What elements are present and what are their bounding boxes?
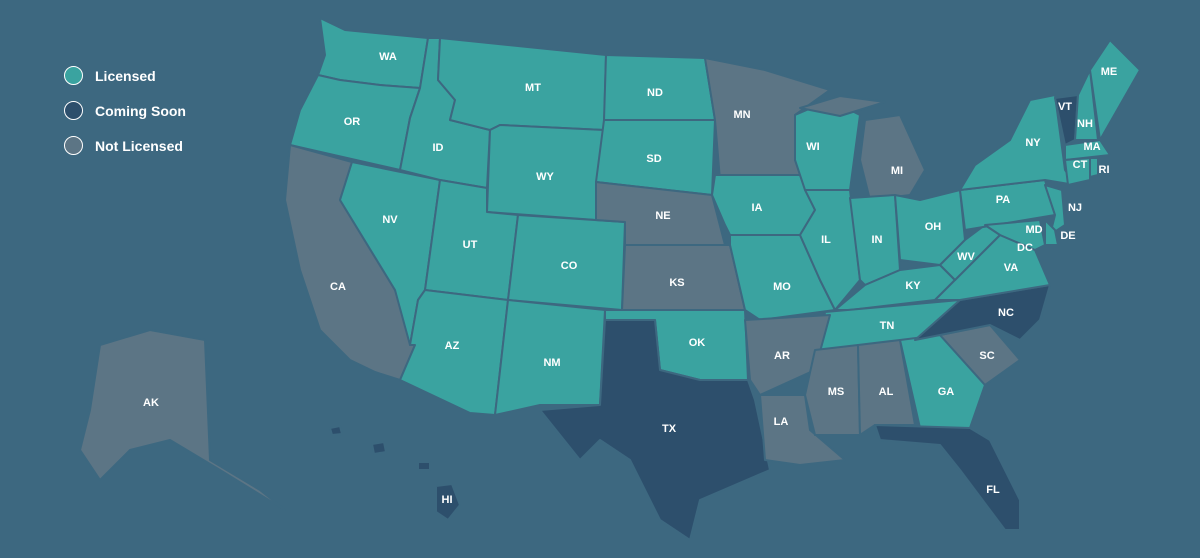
state-ia[interactable] <box>711 174 816 236</box>
legend-label: Licensed <box>95 67 156 84</box>
state-label-mo: MO <box>773 281 791 293</box>
legend-label: Not Licensed <box>95 137 183 154</box>
state-label-de: DE <box>1060 230 1075 242</box>
state-nm[interactable] <box>494 299 606 416</box>
state-label-va: VA <box>1004 262 1019 274</box>
state-label-pa: PA <box>996 194 1011 206</box>
state-label-or: OR <box>344 116 361 128</box>
state-label-tx: TX <box>662 423 677 435</box>
state-md[interactable] <box>984 219 1046 251</box>
state-nj[interactable] <box>1044 184 1066 236</box>
state-label-ri: RI <box>1099 164 1110 176</box>
state-label-nc: NC <box>998 307 1014 319</box>
legend-item-licensed: Licensed <box>64 58 186 93</box>
state-de[interactable] <box>1044 219 1059 246</box>
not-licensed-swatch-icon <box>64 136 83 155</box>
state-label-nv: NV <box>382 214 398 226</box>
state-label-ms: MS <box>828 386 845 398</box>
state-me[interactable] <box>1089 39 1141 141</box>
state-label-wa: WA <box>379 51 397 63</box>
coming-soon-swatch-icon <box>64 101 83 120</box>
state-label-ny: NY <box>1025 137 1041 149</box>
state-label-mn: MN <box>733 109 750 121</box>
legend-item-coming-soon: Coming Soon <box>64 93 186 128</box>
state-label-az: AZ <box>445 340 460 352</box>
state-label-id: ID <box>433 142 444 154</box>
state-label-mt: MT <box>525 82 541 94</box>
state-label-wv: WV <box>957 251 975 263</box>
map-legend: Licensed Coming Soon Not Licensed <box>64 58 186 163</box>
state-label-nj: NJ <box>1068 202 1082 214</box>
state-label-nd: ND <box>647 87 663 99</box>
state-label-wi: WI <box>806 141 819 153</box>
state-label-fl: FL <box>986 484 1000 496</box>
state-mi[interactable] <box>859 114 926 201</box>
state-label-sd: SD <box>646 153 661 165</box>
state-ma[interactable] <box>1064 139 1111 161</box>
state-label-dc: DC <box>1017 242 1033 254</box>
state-ri[interactable] <box>1089 157 1099 178</box>
state-fl[interactable] <box>874 424 1021 531</box>
state-label-me: ME <box>1101 66 1118 78</box>
state-label-ak: AK <box>143 397 159 409</box>
state-label-ga: GA <box>938 386 955 398</box>
state-label-ut: UT <box>463 239 478 251</box>
state-label-mi: MI <box>891 165 903 177</box>
state-hi[interactable] <box>417 461 431 471</box>
state-label-il: IL <box>821 234 831 246</box>
state-label-wy: WY <box>536 171 554 183</box>
state-label-ca: CA <box>330 281 346 293</box>
state-ms[interactable] <box>804 344 861 436</box>
state-label-ok: OK <box>689 337 706 349</box>
state-label-nm: NM <box>543 357 560 369</box>
licensed-swatch-icon <box>64 66 83 85</box>
state-label-ky: KY <box>905 280 921 292</box>
state-label-la: LA <box>774 416 789 428</box>
state-hi[interactable] <box>371 441 387 455</box>
state-label-in: IN <box>872 234 883 246</box>
state-ny[interactable] <box>959 94 1076 191</box>
state-tx[interactable] <box>539 319 771 541</box>
state-hi[interactable] <box>435 483 461 521</box>
state-label-tn: TN <box>880 320 895 332</box>
legend-label: Coming Soon <box>95 102 186 119</box>
state-label-ne: NE <box>655 210 670 222</box>
state-label-md: MD <box>1025 224 1042 236</box>
state-hi[interactable] <box>329 425 343 436</box>
state-label-ma: MA <box>1083 141 1100 153</box>
legend-item-not-licensed: Not Licensed <box>64 128 186 163</box>
state-mi[interactable] <box>799 95 886 117</box>
state-label-oh: OH <box>925 221 942 233</box>
state-label-vt: VT <box>1058 101 1072 113</box>
state-ar[interactable] <box>744 314 831 396</box>
state-wa[interactable] <box>317 17 429 89</box>
state-label-ar: AR <box>774 350 790 362</box>
state-label-co: CO <box>561 260 578 272</box>
state-ak[interactable] <box>79 329 286 511</box>
state-label-hi: HI <box>442 494 453 506</box>
state-mt[interactable] <box>437 37 607 131</box>
state-label-sc: SC <box>979 350 994 362</box>
state-az[interactable] <box>399 289 509 416</box>
state-label-al: AL <box>879 386 894 398</box>
state-ct[interactable] <box>1064 157 1091 186</box>
state-label-ia: IA <box>752 202 763 214</box>
state-label-nh: NH <box>1077 118 1093 130</box>
state-label-ct: CT <box>1073 159 1088 171</box>
state-label-ks: KS <box>669 277 684 289</box>
